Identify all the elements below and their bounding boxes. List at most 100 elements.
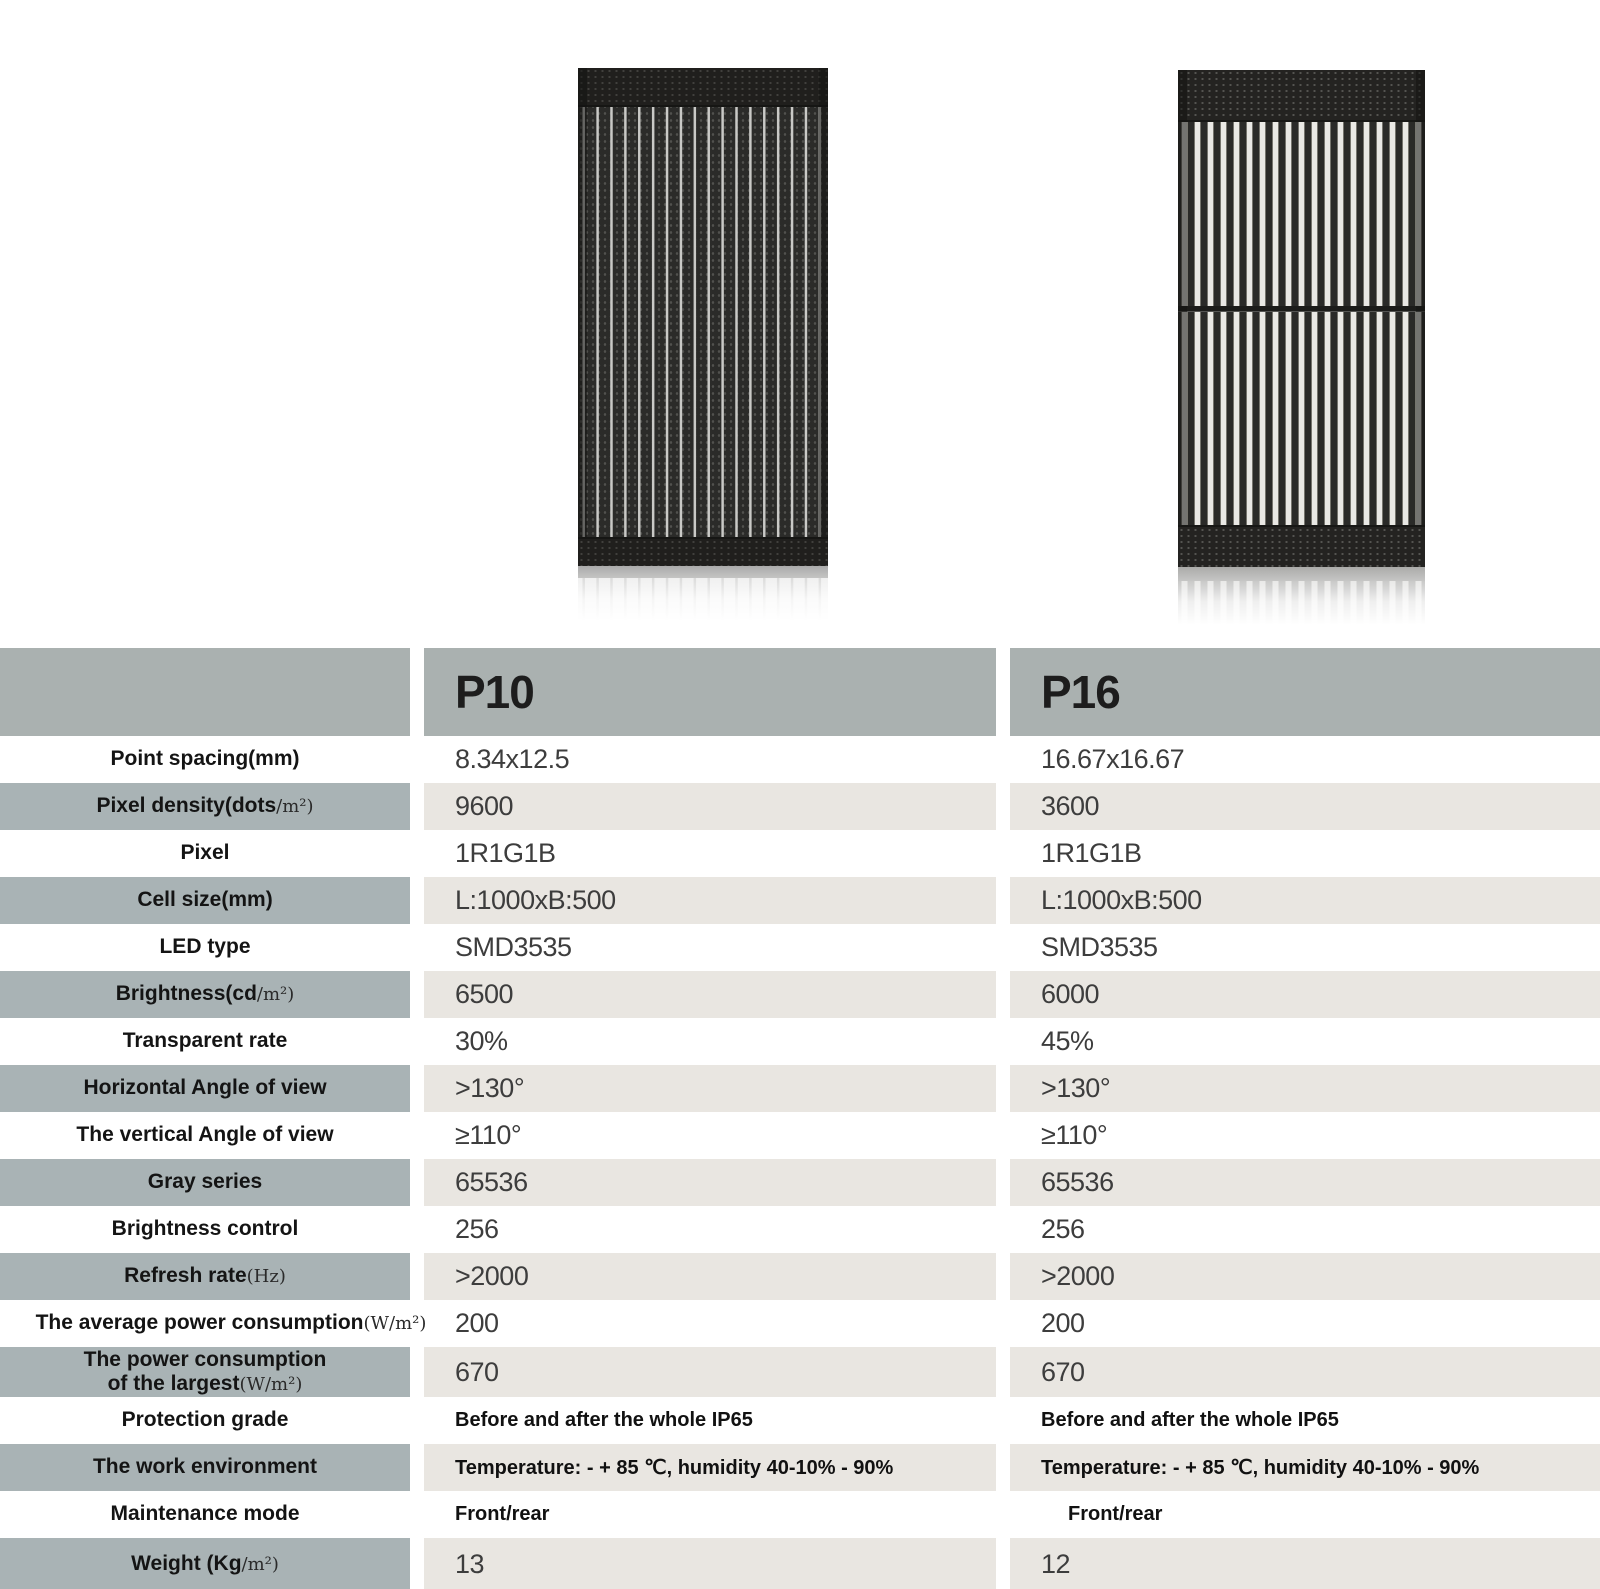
row-label-cell: The work environment bbox=[0, 1444, 410, 1491]
table-row: Brightness(cd/m²) 6500 6000 bbox=[0, 971, 1600, 1018]
table-row: Refresh rate(Hz) >2000 >2000 bbox=[0, 1253, 1600, 1300]
table-row: Maintenance mode Front/rear Front/rear bbox=[0, 1491, 1600, 1538]
column-header-p10: P10 bbox=[424, 648, 996, 736]
panel-seam bbox=[1178, 306, 1425, 313]
p10-value: 9600 bbox=[424, 783, 996, 830]
row-label: Transparent rate bbox=[122, 1029, 288, 1053]
p16-value: 6000 bbox=[1010, 971, 1600, 1018]
table-row: Pixel density(dots/m²) 9600 3600 bbox=[0, 783, 1600, 830]
panel-right-edge bbox=[1416, 70, 1425, 567]
row-label-unit: /m²) bbox=[276, 796, 314, 818]
column-header-p16: P16 bbox=[1010, 648, 1600, 736]
p10-value: Before and after the whole IP65 bbox=[424, 1397, 996, 1444]
row-label: Cell size(mm) bbox=[137, 888, 273, 912]
table-row: Cell size(mm) L:1000xB:500 L:1000xB:500 bbox=[0, 877, 1600, 924]
table-row: The work environment Temperature: - + 85… bbox=[0, 1444, 1600, 1491]
p10-value: L:1000xB:500 bbox=[424, 877, 996, 924]
row-label-cell: Horizontal Angle of view bbox=[0, 1065, 410, 1112]
row-label: Horizontal Angle of view bbox=[83, 1076, 327, 1100]
row-label: Brightness control bbox=[111, 1217, 299, 1241]
p10-value: >130° bbox=[424, 1065, 996, 1112]
p10-led-curtain-photo bbox=[578, 68, 828, 566]
p10-value: >2000 bbox=[424, 1253, 996, 1300]
row-label: The vertical Angle of view bbox=[76, 1123, 334, 1147]
p10-value: 13 bbox=[424, 1538, 996, 1589]
row-label: The average power consumption bbox=[35, 1311, 364, 1335]
row-label: Brightness(cd bbox=[115, 982, 257, 1006]
table-row: The vertical Angle of view ≥110° ≥110° bbox=[0, 1112, 1600, 1159]
p16-value: 16.67x16.67 bbox=[1010, 736, 1600, 783]
row-label-cell: LED type bbox=[0, 924, 410, 971]
table-row: Transparent rate 30% 45% bbox=[0, 1018, 1600, 1065]
row-label-unit: /m²) bbox=[256, 984, 295, 1006]
table-row: Point spacing(mm) 8.34x12.5 16.67x16.67 bbox=[0, 736, 1600, 783]
p16-value: Temperature: - + 85 ℃, humidity 40-10% -… bbox=[1010, 1444, 1600, 1491]
p16-value: 200 bbox=[1010, 1300, 1600, 1347]
row-label: Pixel density(dots bbox=[96, 794, 277, 818]
row-label-cell: Gray series bbox=[0, 1159, 410, 1206]
row-label: LED type bbox=[159, 935, 251, 959]
p10-reflection bbox=[578, 566, 828, 626]
table-row: Brightness control 256 256 bbox=[0, 1206, 1600, 1253]
panel-left-edge bbox=[578, 68, 587, 566]
row-label: Gray series bbox=[147, 1170, 263, 1194]
table-row: Weight (Kg/m²) 13 12 bbox=[0, 1538, 1600, 1589]
p10-value: 8.34x12.5 bbox=[424, 736, 996, 783]
table-header-row: P10 P16 bbox=[0, 648, 1600, 736]
table-row: Horizontal Angle of view >130° >130° bbox=[0, 1065, 1600, 1112]
p16-value: 12 bbox=[1010, 1538, 1600, 1589]
row-label-cell: Protection grade bbox=[0, 1397, 410, 1444]
row-label-cell: Pixel bbox=[0, 830, 410, 877]
p16-value: 670 bbox=[1010, 1347, 1600, 1397]
row-label-cell: Maintenance mode bbox=[0, 1491, 410, 1538]
row-label-unit: (W/m²) bbox=[239, 1374, 303, 1395]
p10-value: Temperature: - + 85 ℃, humidity 40-10% -… bbox=[424, 1444, 996, 1491]
p16-value: >130° bbox=[1010, 1065, 1600, 1112]
row-label-cell: Brightness(cd/m²) bbox=[0, 971, 410, 1018]
p16-value: 45% bbox=[1010, 1018, 1600, 1065]
p10-value: 670 bbox=[424, 1347, 996, 1397]
p16-value: L:1000xB:500 bbox=[1010, 877, 1600, 924]
table-row: Gray series 65536 65536 bbox=[0, 1159, 1600, 1206]
row-label: The work environment bbox=[92, 1455, 318, 1479]
row-label-cell: Refresh rate(Hz) bbox=[0, 1253, 410, 1300]
row-label-cell: Point spacing(mm) bbox=[0, 736, 410, 783]
product-images bbox=[0, 0, 1600, 648]
row-label-unit: (W/m²) bbox=[363, 1313, 427, 1335]
panel-left-edge bbox=[1178, 70, 1187, 567]
row-label: Pixel bbox=[180, 841, 230, 865]
row-label-unit: /m²) bbox=[241, 1554, 279, 1576]
row-label: Maintenance mode bbox=[110, 1502, 300, 1526]
p16-value: 256 bbox=[1010, 1206, 1600, 1253]
row-label-cell: Weight (Kg/m²) bbox=[0, 1538, 410, 1589]
spec-table: P10 P16 Point spacing(mm) 8.34x12.5 16.6… bbox=[0, 648, 1600, 1589]
p16-value: Front/rear bbox=[1010, 1491, 1600, 1538]
row-label: Refresh rate bbox=[124, 1264, 247, 1288]
row-label: The power consumption of the largest bbox=[83, 1347, 327, 1395]
p16-led-curtain-photo bbox=[1178, 70, 1425, 567]
p16-reflection bbox=[1178, 567, 1425, 630]
row-label-cell: Pixel density(dots/m²) bbox=[0, 783, 410, 830]
p10-value: SMD3535 bbox=[424, 924, 996, 971]
p16-value: 65536 bbox=[1010, 1159, 1600, 1206]
row-label-unit: (Hz) bbox=[246, 1266, 286, 1288]
p16-value: Before and after the whole IP65 bbox=[1010, 1397, 1600, 1444]
p16-value: SMD3535 bbox=[1010, 924, 1600, 971]
table-row: LED type SMD3535 SMD3535 bbox=[0, 924, 1600, 971]
row-label-cell: The average power consumption(W/m²) bbox=[0, 1300, 426, 1347]
column-header-blank bbox=[0, 648, 410, 736]
p10-value: 256 bbox=[424, 1206, 996, 1253]
table-row: Protection grade Before and after the wh… bbox=[0, 1397, 1600, 1444]
row-label-cell: Transparent rate bbox=[0, 1018, 410, 1065]
p16-value: ≥110° bbox=[1010, 1112, 1600, 1159]
p10-value: 65536 bbox=[424, 1159, 996, 1206]
row-label-cell: The power consumption of the largest(W/m… bbox=[0, 1347, 410, 1397]
row-label: Protection grade bbox=[121, 1408, 289, 1432]
p10-value: ≥110° bbox=[424, 1112, 996, 1159]
p10-value: 6500 bbox=[424, 971, 996, 1018]
p10-value: Front/rear bbox=[424, 1491, 996, 1538]
p10-value: 30% bbox=[424, 1018, 996, 1065]
panel-right-edge bbox=[819, 68, 828, 566]
row-label-cell: Cell size(mm) bbox=[0, 877, 410, 924]
